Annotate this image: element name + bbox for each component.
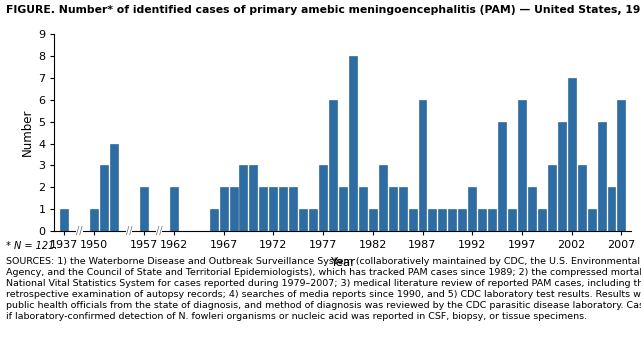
- Bar: [498, 122, 506, 231]
- Bar: [279, 187, 287, 231]
- Bar: [289, 187, 297, 231]
- Bar: [90, 209, 98, 231]
- Bar: [140, 187, 148, 231]
- Bar: [220, 187, 228, 231]
- Text: //: //: [76, 226, 83, 236]
- Bar: [100, 166, 108, 231]
- Bar: [210, 209, 217, 231]
- Bar: [538, 209, 546, 231]
- Text: SOURCES: 1) the Waterborne Disease and Outbreak Surveillance System (collaborati: SOURCES: 1) the Waterborne Disease and O…: [6, 257, 641, 321]
- Bar: [260, 187, 267, 231]
- X-axis label: Year: Year: [330, 256, 356, 269]
- Bar: [249, 166, 258, 231]
- Bar: [528, 187, 536, 231]
- Bar: [478, 209, 486, 231]
- Bar: [419, 100, 426, 231]
- Bar: [399, 187, 406, 231]
- Bar: [299, 209, 307, 231]
- Bar: [240, 166, 247, 231]
- Bar: [319, 166, 327, 231]
- Bar: [309, 209, 317, 231]
- Bar: [329, 100, 337, 231]
- Y-axis label: Number: Number: [21, 109, 34, 156]
- Text: //: //: [156, 226, 162, 236]
- Bar: [548, 166, 556, 231]
- Bar: [458, 209, 466, 231]
- Bar: [408, 209, 417, 231]
- Bar: [588, 209, 595, 231]
- Bar: [388, 187, 397, 231]
- Bar: [269, 187, 278, 231]
- Bar: [508, 209, 516, 231]
- Bar: [518, 100, 526, 231]
- Bar: [110, 143, 118, 231]
- Bar: [597, 122, 606, 231]
- Bar: [349, 56, 357, 231]
- Bar: [60, 209, 69, 231]
- Bar: [469, 187, 476, 231]
- Bar: [229, 187, 238, 231]
- Bar: [339, 187, 347, 231]
- Text: FIGURE. Number* of identified cases of primary amebic meningoencephalitis (PAM) : FIGURE. Number* of identified cases of p…: [6, 5, 641, 15]
- Text: //: //: [126, 226, 132, 236]
- Bar: [359, 187, 367, 231]
- Bar: [170, 187, 178, 231]
- Bar: [369, 209, 377, 231]
- Bar: [617, 100, 626, 231]
- Bar: [438, 209, 446, 231]
- Bar: [568, 78, 576, 231]
- Bar: [448, 209, 456, 231]
- Bar: [488, 209, 496, 231]
- Bar: [379, 166, 387, 231]
- Bar: [578, 166, 586, 231]
- Bar: [608, 187, 615, 231]
- Text: * N = 121.: * N = 121.: [6, 241, 58, 251]
- Bar: [558, 122, 566, 231]
- Bar: [428, 209, 437, 231]
